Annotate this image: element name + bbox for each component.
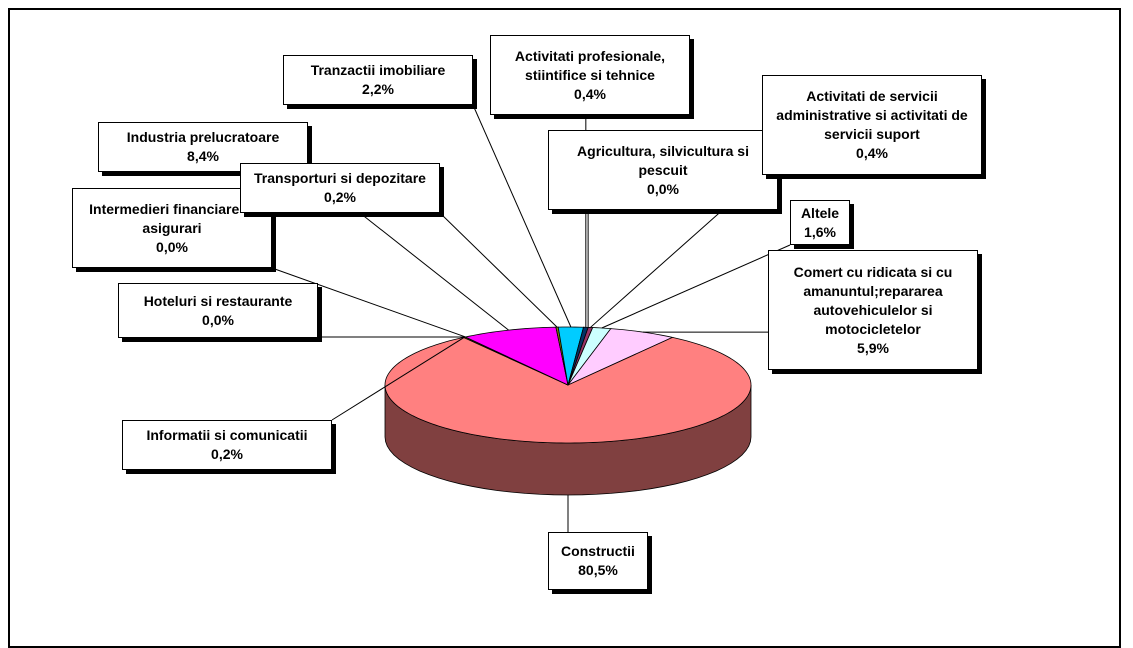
data-label: Comert cu ridicata si cu amanuntul;repar… bbox=[768, 250, 978, 370]
data-label: Activitati de servicii administrative si… bbox=[762, 75, 982, 175]
data-label: Informatii si comunicatii 0,2% bbox=[122, 420, 332, 470]
category-label: Informatii si comunicatii bbox=[146, 427, 308, 443]
leader-line bbox=[601, 244, 791, 329]
category-label: Transporturi si depozitare bbox=[254, 170, 426, 186]
leader-line bbox=[439, 212, 558, 328]
category-label: Agricultura, silvicultura si pescuit bbox=[577, 142, 749, 178]
value-label: 8,4% bbox=[187, 148, 219, 164]
data-label: Tranzactii imobiliare 2,2% bbox=[283, 55, 473, 105]
leader-line bbox=[472, 104, 572, 328]
category-label: Activitati de servicii administrative si… bbox=[776, 88, 968, 142]
category-label: Hoteluri si restaurante bbox=[143, 292, 293, 309]
value-label: 2,2% bbox=[362, 81, 394, 97]
pie-slice bbox=[567, 328, 674, 386]
value-label: 0,2% bbox=[211, 446, 243, 462]
category-label: Constructii bbox=[561, 543, 635, 559]
value-label: 0,0% bbox=[202, 311, 234, 328]
value-label: 5,9% bbox=[857, 339, 889, 356]
data-label: Activitati profesionale, stiintifice si … bbox=[490, 35, 690, 115]
leader-lines bbox=[271, 104, 791, 532]
value-label: 0,2% bbox=[324, 189, 356, 205]
data-label: Altele 1,6% bbox=[790, 200, 850, 245]
leader-line bbox=[331, 336, 465, 421]
data-label: Agricultura, silvicultura si pescuit 0,0% bbox=[548, 130, 778, 210]
value-label: 1,6% bbox=[804, 223, 836, 240]
category-label: Industria prelucratoare bbox=[126, 129, 280, 145]
pie-tops bbox=[384, 326, 752, 444]
pie-slice bbox=[567, 326, 589, 386]
category-label: Tranzactii imobiliare bbox=[310, 62, 446, 78]
data-label: Hoteluri si restaurante 0,0% bbox=[118, 283, 318, 338]
page: Intermedieri financiare si asigurari 0,0%… bbox=[8, 8, 1121, 648]
chart bbox=[271, 104, 791, 532]
category-label: Altele bbox=[800, 204, 840, 221]
value-label: 0,0% bbox=[156, 238, 188, 255]
category-label: Activitati profesionale, stiintifice si … bbox=[514, 47, 666, 83]
leader-line bbox=[271, 267, 466, 338]
value-label: 0,0% bbox=[647, 180, 679, 197]
data-label: Transporturi si depozitare 0,2% bbox=[240, 163, 440, 213]
category-label: Comert cu ridicata si cu amanuntul;repar… bbox=[793, 263, 953, 337]
pie-slice bbox=[384, 336, 752, 444]
category-label: Intermedieri financiare si asigurari bbox=[89, 200, 255, 236]
value-label: 0,4% bbox=[856, 145, 888, 161]
data-label: Constructii 80,5% bbox=[548, 532, 648, 590]
data-label: Intermedieri financiare si asigurari 0,0% bbox=[72, 188, 272, 268]
value-label: 0,4% bbox=[574, 85, 606, 102]
value-label: 80,5% bbox=[578, 562, 618, 578]
